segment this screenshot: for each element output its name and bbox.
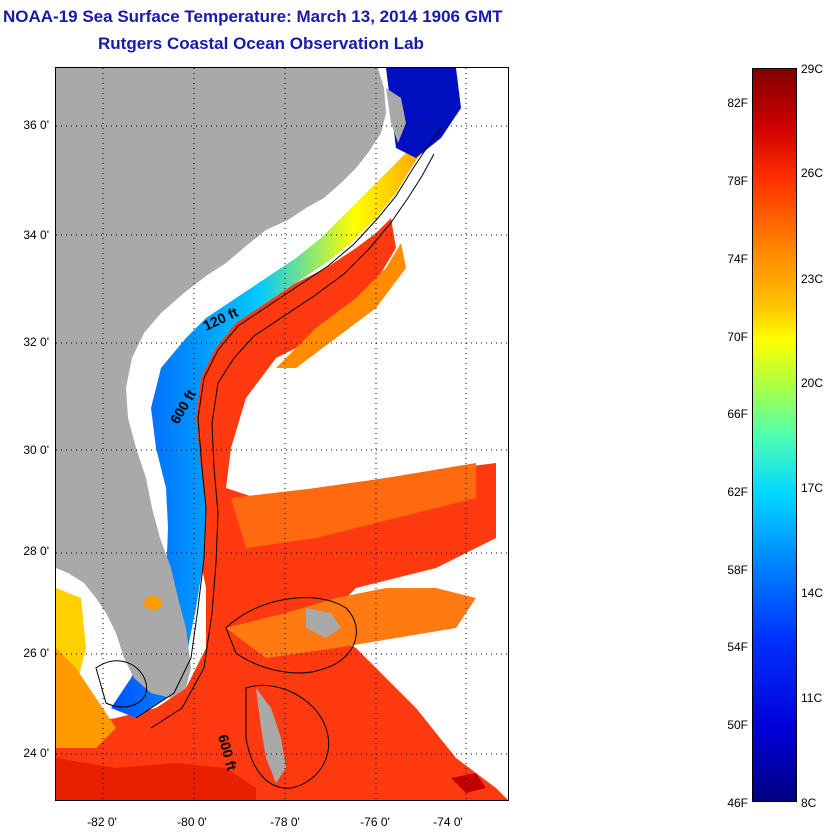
gulf-coast-water bbox=[56, 648, 116, 748]
lon-label-78: -78 0' bbox=[270, 815, 300, 829]
colorbar-label-26c: 26C bbox=[801, 166, 824, 180]
cold-northern-water bbox=[386, 68, 461, 158]
andros-island bbox=[256, 688, 286, 783]
map-subtitle: Rutgers Coastal Ocean Observation Lab bbox=[98, 34, 424, 53]
colorbar-label-82f: 82F bbox=[727, 96, 748, 110]
lon-label-82: -82 0' bbox=[87, 815, 117, 829]
lat-label-32: 32 0' bbox=[23, 335, 49, 349]
lat-label-30: 30 0' bbox=[23, 443, 49, 457]
lat-label-26: 26 0' bbox=[23, 646, 49, 660]
map-title: NOAA-19 Sea Surface Temperature: March 1… bbox=[3, 7, 503, 26]
colorbar-label-66f: 66F bbox=[727, 407, 748, 421]
sst-map: 120 ft 600 ft 600 ft bbox=[55, 67, 509, 801]
colorbar-label-70f: 70F bbox=[727, 330, 748, 344]
hot-water-spot bbox=[451, 773, 486, 793]
colorbar-label-74f: 74F bbox=[727, 252, 748, 266]
continental-shelf-water bbox=[111, 128, 436, 718]
colorbar-label-50f: 50F bbox=[727, 718, 748, 732]
colorbar-label-78f: 78F bbox=[727, 174, 748, 188]
bahamas-warm-water bbox=[226, 588, 476, 658]
colorbar-label-20c: 20C bbox=[801, 376, 824, 390]
colorbar-label-14c: 14C bbox=[801, 586, 824, 600]
contour-gulf bbox=[95, 660, 148, 708]
sst-map-svg: 120 ft 600 ft 600 ft bbox=[56, 68, 508, 800]
temperature-colorbar bbox=[752, 68, 797, 802]
abaco-island bbox=[306, 608, 341, 638]
lat-label-28: 28 0' bbox=[23, 544, 49, 558]
colorbar-label-11c: 11C bbox=[801, 691, 823, 705]
colorbar-label-58f: 58F bbox=[727, 563, 748, 577]
colorbar-label-54f: 54F bbox=[727, 640, 748, 654]
graticule bbox=[56, 68, 508, 800]
contour-bahamas-2 bbox=[245, 684, 330, 789]
lon-label-74: -74 0' bbox=[433, 815, 463, 829]
lake-okeechobee bbox=[144, 596, 162, 610]
lon-label-80: -80 0' bbox=[177, 815, 207, 829]
outer-banks bbox=[386, 88, 406, 143]
colorbar-label-23c: 23C bbox=[801, 272, 824, 286]
contour-600ft bbox=[150, 153, 435, 729]
lat-label-24: 24 0' bbox=[23, 746, 49, 760]
lon-label-76: -76 0' bbox=[360, 815, 390, 829]
colorbar-label-29c: 29C bbox=[801, 62, 824, 76]
lat-label-34: 34 0' bbox=[23, 228, 49, 242]
colorbar-label-17c: 17C bbox=[801, 481, 824, 495]
colorbar-label-46f: 46F bbox=[727, 796, 748, 810]
us-landmass bbox=[56, 68, 386, 698]
contour-120ft bbox=[135, 127, 442, 719]
warm-front bbox=[276, 243, 406, 368]
colorbar-label-62f: 62F bbox=[727, 485, 748, 499]
florida-straits-warm-water bbox=[56, 758, 256, 800]
warm-filament bbox=[231, 463, 476, 548]
lat-label-36: 36 0' bbox=[23, 118, 49, 132]
contour-bahamas-1 bbox=[225, 597, 357, 674]
colorbar-label-8c: 8C bbox=[801, 796, 817, 810]
